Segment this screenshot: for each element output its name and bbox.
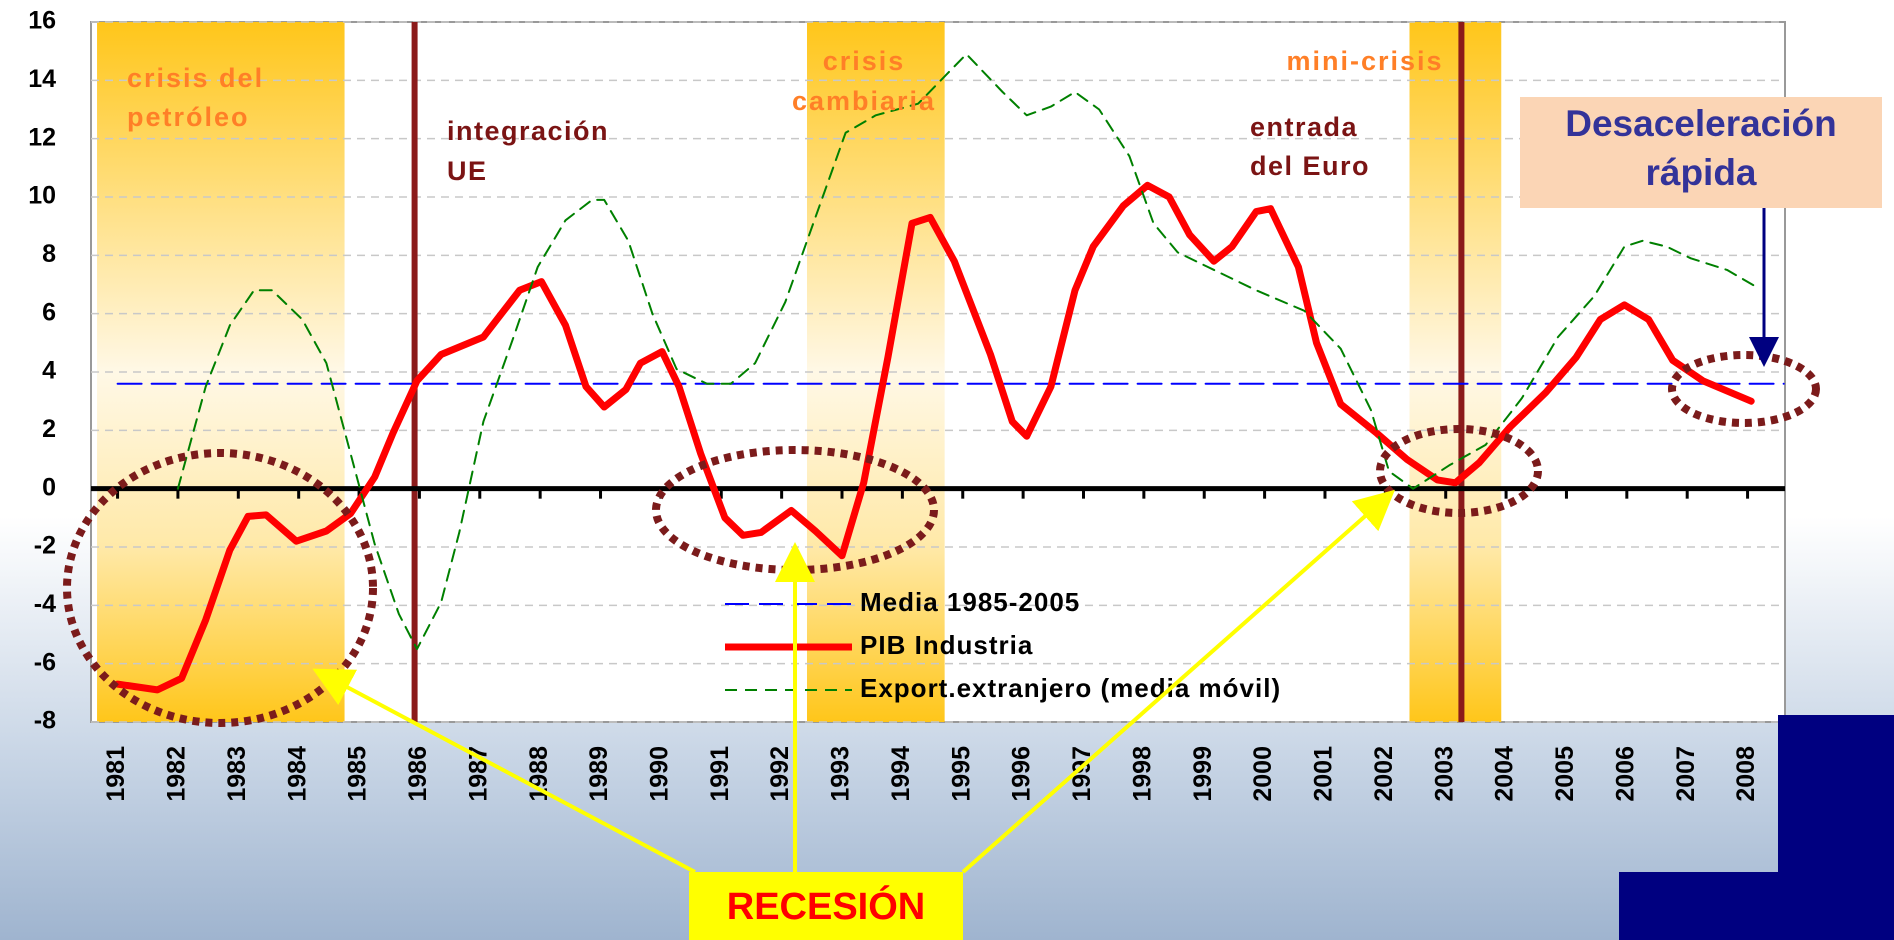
y-tick-label: -4 — [34, 590, 56, 618]
x-tick-label: 2007 — [1672, 746, 1700, 802]
callout-label: rápida — [1645, 152, 1756, 193]
x-tick-label: 2000 — [1249, 746, 1277, 802]
x-tick-label: 2003 — [1430, 746, 1458, 802]
x-tick-label: 1989 — [585, 746, 613, 802]
x-tick-label: 2004 — [1491, 746, 1519, 802]
recession-box — [689, 872, 963, 940]
band-label: petróleo — [127, 102, 250, 132]
legend-label: Export.extranjero (media móvil) — [860, 673, 1281, 703]
y-tick-label: 14 — [28, 65, 56, 93]
y-tick-label: 12 — [28, 123, 56, 151]
callout-box — [1520, 97, 1882, 208]
x-tick-label: 1995 — [947, 746, 975, 802]
y-tick-label: 8 — [42, 240, 56, 268]
deco-block — [1778, 715, 1894, 940]
x-tick-label: 1986 — [404, 746, 432, 802]
y-tick-label: 6 — [42, 298, 56, 326]
x-tick-label: 1987 — [464, 746, 492, 802]
deco-block — [1619, 872, 1779, 940]
event-label: entrada — [1250, 112, 1358, 142]
x-tick-label: 1982 — [163, 746, 191, 802]
legend-label: Media 1985-2005 — [860, 587, 1080, 617]
x-tick-label: 1994 — [887, 746, 915, 802]
x-tick-label: 2002 — [1370, 746, 1398, 802]
y-tick-label: 10 — [28, 182, 56, 210]
pointer — [961, 489, 1395, 874]
band-label: crisis del — [127, 63, 264, 93]
event-label: integración — [447, 116, 609, 146]
band-label: mini-crisis — [1286, 46, 1443, 76]
y-tick-label: 4 — [42, 357, 56, 385]
recession-ellipse — [63, 449, 377, 727]
x-tick-label: 1985 — [344, 746, 372, 802]
x-tick-label: 1990 — [646, 746, 674, 802]
y-tick-label: 16 — [28, 7, 56, 35]
x-tick-label: 2005 — [1551, 746, 1579, 802]
x-tick-label: 2001 — [1310, 746, 1338, 802]
event-label: UE — [447, 156, 488, 186]
x-tick-label: 1991 — [706, 746, 734, 802]
pointer — [312, 668, 696, 874]
x-tick-label: 1999 — [1189, 746, 1217, 802]
y-tick-label: 2 — [42, 415, 56, 443]
band-label: cambiaria — [792, 86, 936, 116]
main: integración UE entrada del Euro 1981 1982 1983… — [63, 22, 1882, 940]
x-tick-label: 1984 — [283, 746, 311, 802]
x-tick-label: 1998 — [1128, 746, 1156, 802]
legend-label: PIB Industria — [860, 630, 1033, 660]
recession-ellipse — [1376, 425, 1542, 517]
band-label: crisis — [823, 46, 906, 76]
y-tick-label: -2 — [34, 532, 56, 560]
series-line — [176, 53, 1759, 651]
x-tick-label: 1981 — [102, 746, 130, 802]
recession-label: RECESIÓN — [727, 884, 925, 928]
x-tick-label: 2006 — [1611, 746, 1639, 802]
event-label: del Euro — [1250, 151, 1370, 181]
x-tick-label: 1983 — [223, 746, 251, 802]
x-tick-label: 1993 — [827, 746, 855, 802]
x-tick-label: 1996 — [1008, 746, 1036, 802]
recession-ellipse — [1668, 351, 1820, 427]
x-tick-label: 2008 — [1732, 746, 1760, 802]
series-line — [114, 181, 1755, 694]
y-tick-label: -8 — [34, 707, 56, 735]
y-tick-label: -6 — [34, 648, 56, 676]
y-tick-label: 0 — [42, 473, 56, 501]
x-tick-label: 1992 — [766, 746, 794, 802]
callout-label: Desaceleración — [1565, 103, 1837, 144]
